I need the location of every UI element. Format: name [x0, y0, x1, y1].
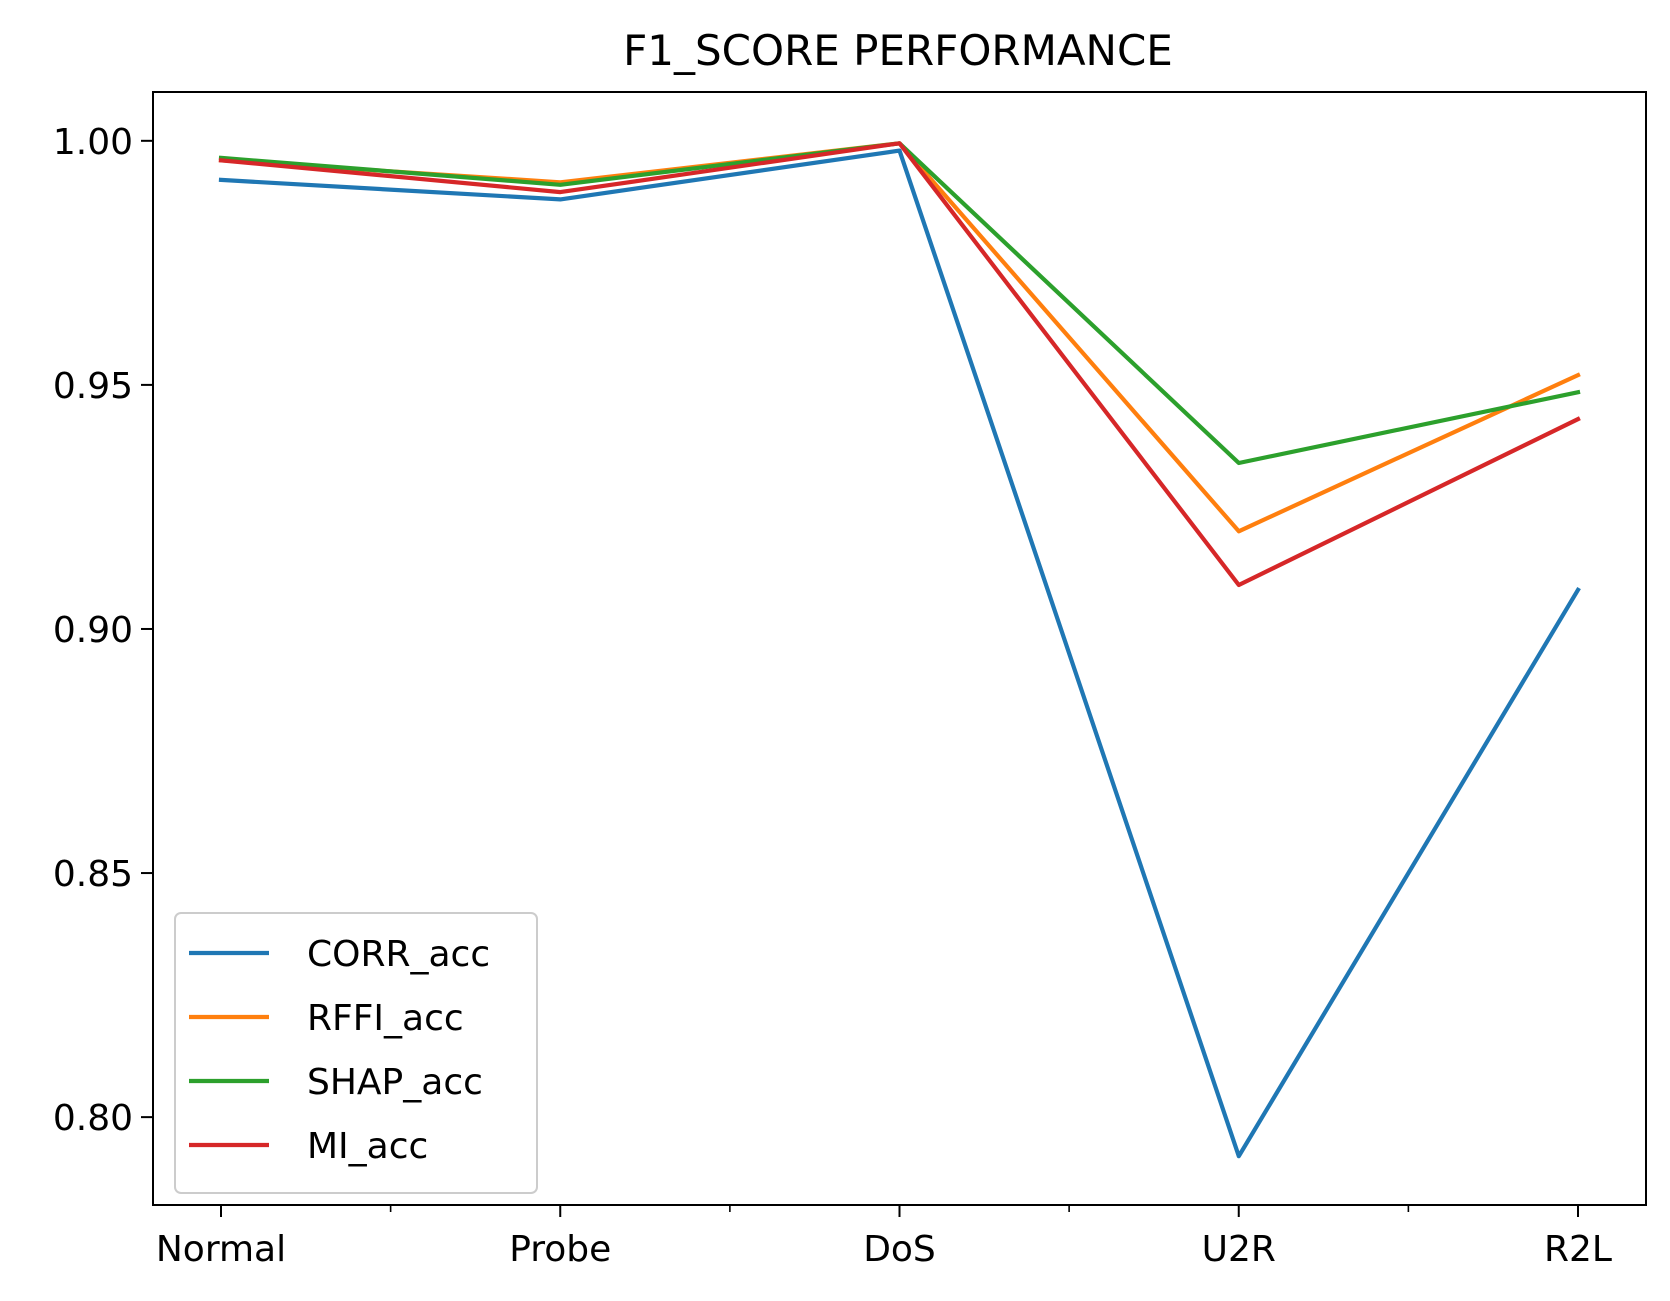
- series-line-rffi-acc: [218, 141, 1581, 534]
- legend: CORR_acc RFFI_acc SHAP_acc MI_acc: [174, 912, 538, 1194]
- y-tick-label: 0.80: [53, 1098, 133, 1139]
- x-tick-label: U2R: [1202, 1229, 1276, 1270]
- legend-box: [174, 912, 538, 1194]
- y-tick-label: 0.85: [53, 854, 133, 895]
- legend-label: MI_acc: [307, 1126, 428, 1167]
- y-tick-label: 1.00: [53, 122, 133, 163]
- legend-label: CORR_acc: [307, 934, 490, 975]
- series-line-mi-acc: [218, 141, 1581, 588]
- chart-title: F1_SCORE PERFORMANCE: [623, 26, 1173, 75]
- x-tick-label: Normal: [156, 1229, 286, 1270]
- legend-label: SHAP_acc: [307, 1062, 483, 1103]
- x-tick-label: Probe: [509, 1229, 611, 1270]
- y-axis: 0.80 0.85 0.90 0.95 1.00: [53, 122, 153, 1139]
- x-tick-label: DoS: [863, 1229, 936, 1270]
- series-line-corr-acc: [218, 148, 1581, 1159]
- x-axis: Normal Probe DoS U2R R2L: [156, 1205, 1612, 1270]
- legend-label: RFFI_acc: [307, 998, 464, 1039]
- y-tick-label: 0.95: [53, 366, 133, 407]
- x-tick-label: R2L: [1544, 1229, 1612, 1270]
- y-tick-label: 0.90: [53, 610, 133, 651]
